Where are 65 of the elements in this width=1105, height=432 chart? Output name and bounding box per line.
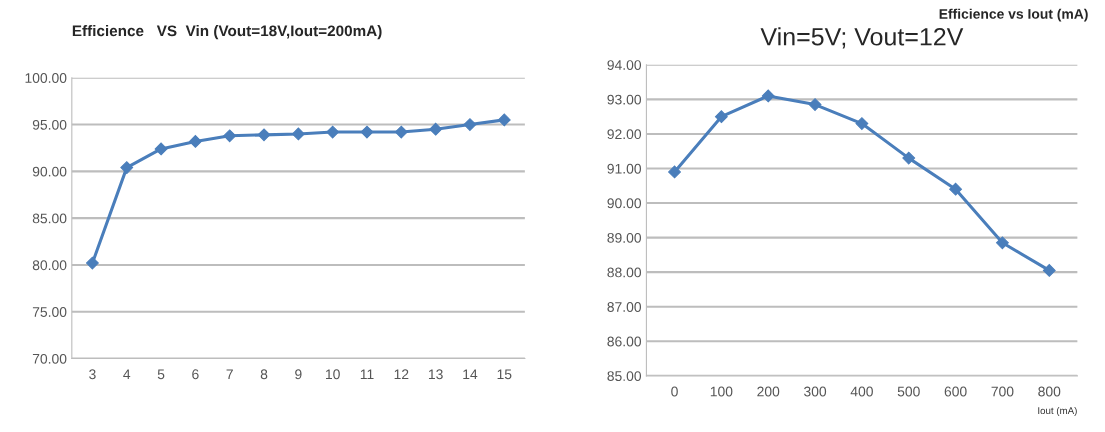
x-tick-label: 800 — [1038, 386, 1061, 397]
y-tick-label: 90.00 — [607, 198, 642, 209]
point — [188, 135, 202, 148]
y-tick-label: 90.00 — [32, 166, 67, 177]
x-tick-label: 9 — [295, 369, 302, 380]
point — [949, 182, 962, 196]
y-tick-label: 93.00 — [607, 94, 642, 105]
y-tick-label: 85.00 — [32, 213, 67, 224]
chart-title: Efficience VS Vin (Vout=18V,Iout=200mA) — [72, 25, 382, 40]
y-tick-label: 94.00 — [607, 60, 642, 70]
point — [463, 118, 477, 131]
x-tick-label: 3 — [89, 369, 96, 380]
y-tick-label: 80.00 — [32, 260, 67, 271]
point — [808, 98, 822, 111]
y-tick-label: 85.00 — [607, 371, 642, 382]
x-tick-label: 8 — [260, 369, 268, 380]
point — [154, 142, 168, 156]
point — [326, 125, 340, 139]
x-axis-title: Iout (mA) — [1038, 406, 1077, 416]
x-tick-label: 100 — [710, 386, 733, 397]
x-tick-label: 10 — [326, 369, 340, 380]
point — [497, 113, 511, 127]
x-tick-label: 6 — [192, 369, 199, 380]
y-tick-label: 95.00 — [32, 119, 67, 130]
x-tick-label: 400 — [850, 386, 873, 397]
x-tick-label: 4 — [123, 369, 131, 380]
point — [429, 122, 443, 136]
x-tick-label: 500 — [897, 386, 920, 397]
x-tick-label: 200 — [757, 386, 780, 397]
y-tick-label: 70.00 — [32, 353, 67, 364]
point — [223, 129, 237, 143]
x-tick-label: 13 — [428, 369, 443, 380]
x-tick-label: 700 — [991, 386, 1014, 397]
y-tick-label: 75.00 — [32, 307, 67, 317]
point — [86, 256, 99, 270]
y-tick-label: 92.00 — [607, 129, 642, 140]
x-tick-label: 11 — [360, 369, 374, 380]
point — [1042, 264, 1056, 277]
point — [120, 161, 134, 175]
y-tick-label: 86.00 — [607, 336, 642, 347]
point — [902, 151, 916, 165]
point — [996, 236, 1009, 250]
x-tick-label: 0 — [671, 386, 678, 397]
point — [291, 127, 305, 141]
point — [394, 125, 408, 139]
x-tick-label: 14 — [463, 369, 478, 380]
y-tick-label: 88.00 — [607, 267, 642, 278]
y-tick-label: 91.00 — [607, 163, 642, 174]
text: Efficience vs Iout (mA) — [939, 8, 1088, 22]
x-tick-label: 7 — [226, 369, 233, 380]
x-tick-label: 15 — [497, 369, 512, 380]
chart-title: Vin=5V; Vout=12V — [760, 27, 964, 49]
point — [714, 110, 728, 124]
y-tick-label: 87.00 — [607, 302, 642, 312]
y-tick-label: 100.00 — [25, 73, 67, 83]
x-tick-label: 300 — [804, 386, 827, 397]
x-tick-label: 600 — [944, 386, 967, 397]
point — [855, 117, 869, 130]
point — [257, 128, 271, 142]
point — [668, 165, 681, 179]
y-tick-label: 89.00 — [607, 232, 642, 243]
x-tick-label: 12 — [394, 369, 409, 380]
x-tick-label: 5 — [157, 369, 165, 380]
point — [360, 125, 374, 139]
point — [761, 89, 775, 103]
